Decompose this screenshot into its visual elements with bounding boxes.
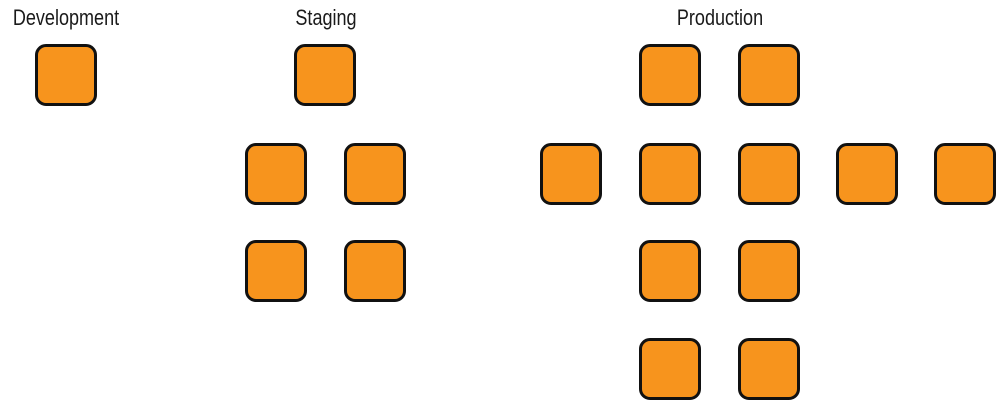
production-server-box <box>639 143 701 205</box>
staging-server-box <box>245 143 307 205</box>
production-label: Production <box>676 5 764 30</box>
development-server-box <box>35 44 97 106</box>
production-server-box <box>639 240 701 302</box>
staging-server-box <box>344 143 406 205</box>
production-server-box <box>639 338 701 400</box>
production-server-box <box>639 44 701 106</box>
staging-label: Staging <box>295 5 357 30</box>
production-server-box <box>738 338 800 400</box>
production-server-box <box>934 143 996 205</box>
production-server-box <box>738 143 800 205</box>
production-server-box <box>540 143 602 205</box>
staging-server-box <box>245 240 307 302</box>
development-label: Development <box>12 5 120 30</box>
staging-server-box <box>344 240 406 302</box>
production-server-box <box>836 143 898 205</box>
staging-server-box <box>294 44 356 106</box>
production-server-box <box>738 240 800 302</box>
production-server-box <box>738 44 800 106</box>
